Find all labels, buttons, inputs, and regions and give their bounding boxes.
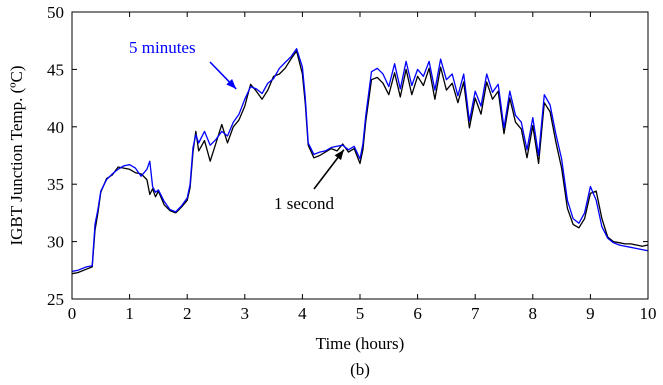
x-tick-label: 3 [241, 304, 250, 323]
annotation-label: 1 second [274, 194, 334, 213]
x-tick-label: 10 [640, 304, 657, 323]
x-tick-label: 8 [529, 304, 538, 323]
annotation-arrow-head [226, 78, 237, 89]
x-tick-label: 9 [586, 304, 595, 323]
x-tick-label: 7 [471, 304, 480, 323]
y-axis-label: IGBT Junction Temp. (ºC) [7, 65, 26, 245]
x-tick-label: 5 [356, 304, 365, 323]
annotation-layer: 5 minutes 1 second [129, 38, 345, 213]
figure-caption: (b) [350, 360, 370, 379]
annotation-label: 5 minutes [129, 38, 196, 57]
series-layer [71, 48, 649, 275]
annotation-arrow-head [334, 149, 344, 161]
series-line-5-minutes [71, 48, 649, 273]
y-tick-label: 30 [47, 233, 64, 252]
x-tick-label: 0 [68, 304, 77, 323]
y-tick-label: 50 [47, 3, 64, 22]
y-tick-label: 45 [47, 60, 64, 79]
y-tick-label: 35 [47, 175, 64, 194]
x-tick-label: 1 [125, 304, 134, 323]
y-tick-label: 25 [47, 290, 64, 309]
x-tick-label: 6 [413, 304, 422, 323]
x-tick-label: 2 [183, 304, 192, 323]
x-axis-label: Time (hours) [316, 334, 405, 353]
x-tick-label: 4 [298, 304, 307, 323]
y-tick-label: 40 [47, 118, 64, 137]
